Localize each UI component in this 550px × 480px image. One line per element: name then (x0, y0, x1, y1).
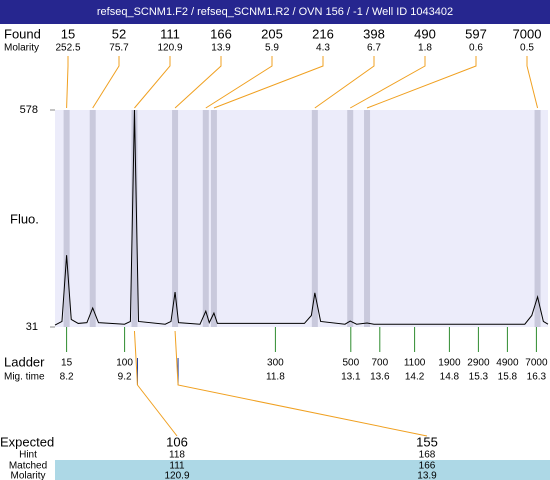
peak-molarity: 6.7 (367, 43, 381, 54)
expected-label: Expected (0, 434, 54, 449)
ladder-time: 8.2 (60, 372, 74, 383)
ladder-size: 4900 (496, 358, 519, 369)
peak-connector (205, 56, 273, 109)
ladder-size: 15 (61, 358, 73, 369)
ladder-size: 1900 (438, 358, 461, 369)
peak-molarity: 5.9 (265, 43, 279, 54)
match-connector (133, 330, 178, 437)
mig-time-label: Mig. time (4, 372, 45, 383)
molarity-value: 120.9 (164, 471, 189, 480)
y-axis-label: Fluo. (10, 211, 39, 226)
matched-label: Matched (9, 461, 47, 472)
match-connector (174, 330, 428, 437)
ladder-time: 15.8 (498, 372, 518, 383)
ladder-time: 14.8 (440, 372, 460, 383)
peak-molarity: 120.9 (157, 43, 182, 54)
peak-size: 111 (160, 26, 180, 41)
ladder-time: 13.1 (341, 372, 361, 383)
peak-connector (66, 56, 69, 109)
peak-molarity: 4.3 (316, 43, 330, 54)
matched-band (55, 460, 550, 480)
ladder-size: 7000 (525, 358, 548, 369)
ladder-size: 700 (371, 358, 388, 369)
peak-band (364, 110, 371, 327)
peak-size: 398 (363, 26, 385, 41)
peak-size: 597 (465, 26, 487, 41)
peak-molarity: 75.7 (109, 43, 129, 54)
ladder-time: 9.2 (118, 372, 132, 383)
peak-connector (314, 56, 375, 109)
title-bar (0, 0, 550, 24)
peak-connector (213, 56, 324, 109)
ladder-size: 100 (116, 358, 133, 369)
molarity-row-label: Molarity (10, 471, 45, 480)
peak-size: 52 (112, 26, 126, 41)
peak-band (89, 110, 96, 327)
ladder-size: 300 (267, 358, 284, 369)
molarity-label: Molarity (4, 43, 39, 54)
peak-molarity: 252.5 (55, 43, 80, 54)
peak-molarity: 0.5 (520, 43, 534, 54)
y-tick-label: 578 (20, 104, 38, 116)
trace (54, 109, 549, 326)
peak-size: 15 (61, 26, 75, 41)
peak-connector (92, 56, 120, 109)
peak-size: 205 (261, 26, 283, 41)
peak-band (131, 110, 138, 327)
hint-value: 168 (419, 450, 436, 461)
y-tick-label: 31 (26, 321, 38, 333)
hint-value: 118 (169, 450, 185, 461)
ladder-time: 15.3 (469, 372, 489, 383)
expected-value: 155 (416, 434, 438, 449)
peak-molarity: 13.9 (211, 43, 231, 54)
peak-band (311, 110, 318, 327)
title: refseq_SCNM1.F2 / refseq_SCNM1.R2 / OVN … (97, 6, 453, 18)
matched-value: 166 (419, 461, 436, 472)
ladder-time: 14.2 (405, 372, 425, 383)
matched-value: 111 (169, 461, 185, 472)
peak-connector (349, 56, 426, 109)
peak-size: 216 (312, 26, 334, 41)
peak-band (63, 110, 70, 327)
ladder-size: 1100 (404, 358, 426, 369)
ladder-size: 2900 (467, 358, 490, 369)
peak-size: 166 (210, 26, 232, 41)
ladder-size: 500 (342, 358, 359, 369)
peak-size: 490 (414, 26, 436, 41)
peak-molarity: 0.6 (469, 43, 483, 54)
peak-connector (526, 56, 539, 109)
peak-band (534, 110, 541, 327)
peak-connector (366, 56, 477, 109)
ladder-time: 16.3 (527, 372, 547, 383)
molarity-value: 13.9 (417, 471, 437, 480)
peak-band (172, 110, 179, 327)
peak-band (210, 110, 217, 327)
peak-connector (134, 56, 171, 109)
hint-label: Hint (19, 450, 37, 461)
peak-molarity: 1.8 (418, 43, 432, 54)
expected-value: 106 (166, 434, 188, 449)
found-label: Found (4, 26, 41, 41)
peak-connector (174, 56, 222, 109)
ladder-label: Ladder (4, 354, 45, 369)
peak-band (347, 110, 354, 327)
ladder-time: 13.6 (370, 372, 390, 383)
plot-area (55, 110, 548, 327)
peak-size: 7000 (513, 26, 542, 41)
ladder-time: 11.8 (266, 372, 285, 383)
peak-band (202, 110, 209, 327)
